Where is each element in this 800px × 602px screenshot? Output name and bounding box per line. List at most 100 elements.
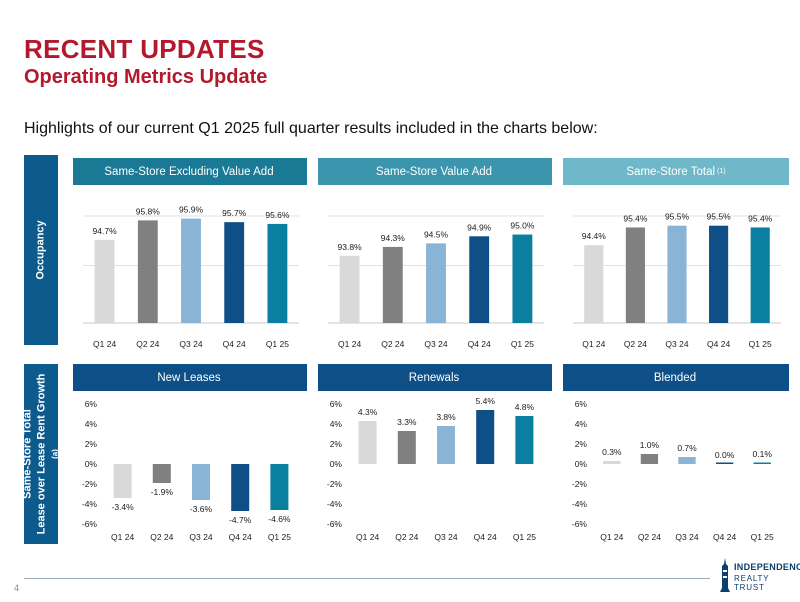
data-label: -3.6% (190, 504, 213, 514)
new-leases-chart: 6% 4% 2% 0% -2% -4% -6% -3.4% Q1 24 -1.9% Q2 24 -3.… (82, 399, 291, 542)
data-label: 0.1% (753, 449, 773, 459)
data-label: 4.3% (358, 407, 378, 417)
data-label: 95.5% (665, 212, 690, 222)
occupancy-label: Occupancy (35, 220, 47, 280)
y-tick-label: 4% (575, 419, 588, 429)
chart-panel-1: Same-Store Excluding Value Add 94.7% Q1 2… (73, 158, 307, 353)
data-label: 95.4% (623, 213, 648, 223)
page-title: RECENT UPDATES (24, 34, 265, 64)
data-label: 3.3% (397, 417, 417, 427)
data-label: -4.7% (229, 515, 252, 525)
x-tick-label: Q3 24 (665, 339, 688, 349)
data-label: -1.9% (151, 487, 174, 497)
rent-growth-label-line1: Same-Store Total (21, 409, 33, 499)
bar (515, 416, 534, 464)
renewals-chart: 6% 4% 2% 0% -2% -4% -6% 4.3% Q1 24 3.3% Q2 24 3.8% Q… (327, 396, 536, 542)
chart-title: Same-Store Excluding Value Add (104, 165, 274, 178)
y-tick-label: -6% (572, 519, 588, 529)
rent-growth-label-line2: Lease over Lease Rent Growth (35, 373, 47, 535)
y-tick-label: 2% (575, 439, 588, 449)
x-tick-label: Q4 24 (468, 339, 491, 349)
logo-text-line2: REALTY TRUST (734, 574, 770, 592)
data-label: 94.3% (381, 233, 406, 243)
data-label: 3.8% (436, 412, 456, 422)
bar (191, 464, 211, 500)
bar (224, 222, 245, 323)
chart-title: Same-Store Value Add (375, 165, 493, 178)
bar (709, 225, 729, 323)
data-label: 93.8% (338, 242, 363, 252)
data-label: 4.8% (515, 402, 535, 412)
bar (94, 239, 115, 323)
y-tick-label: 4% (330, 419, 343, 429)
y-tick-label: -4% (327, 499, 343, 509)
chart-panel-4: New Leases 6% 4% 2% 0% -2% -4% -6% -3.4% Q1 24 -1… (73, 364, 307, 546)
x-tick-label: Q3 24 (179, 339, 202, 349)
x-tick-label: Q4 24 (713, 532, 736, 542)
chart-header: Same-Store Total (1) (563, 158, 789, 185)
x-tick-label: Q1 24 (338, 339, 361, 349)
x-tick-label: Q1 25 (511, 339, 534, 349)
bar (267, 223, 288, 323)
bar (231, 464, 250, 511)
y-tick-label: -4% (82, 499, 98, 509)
bar (625, 227, 645, 323)
chart-header: Same-Store Excluding Value Add (73, 158, 307, 185)
bar (397, 431, 416, 464)
x-tick-label: Q1 24 (582, 339, 605, 349)
chart-panel-3: Same-Store Total (1) 94.4% Q1 24 95.4% Q2 2… (563, 158, 789, 353)
y-tick-label: -2% (572, 479, 588, 489)
x-tick-label: Q3 24 (434, 532, 457, 542)
x-tick-label: Q1 24 (111, 532, 134, 542)
bar (753, 462, 771, 464)
x-tick-label: Q1 24 (600, 532, 623, 542)
x-tick-label: Q2 24 (150, 532, 173, 542)
data-label: 0.7% (677, 443, 697, 453)
chart-header: Blended (563, 364, 789, 391)
y-tick-label: 6% (575, 399, 588, 409)
chart-header: New Leases (73, 364, 307, 391)
occupancy-total-chart: 94.4% Q1 24 95.4% Q2 24 95.5% Q3 24 95.5% Q4 24… (573, 212, 781, 349)
data-label: -3.4% (111, 502, 134, 512)
x-tick-label: Q4 24 (229, 532, 252, 542)
data-label: 0.0% (715, 450, 735, 460)
chart-title-note: (1) (717, 168, 726, 175)
data-label: 5.4% (476, 396, 496, 406)
data-label: 95.9% (179, 205, 204, 215)
chart-panel-6: Blended 6% 4% 2% 0% -2% -4% -6% 0.3% Q1 24 1.0% Q2… (563, 364, 789, 546)
chart-title: Same-Store Total (626, 165, 716, 178)
x-tick-label: Q2 24 (638, 532, 661, 542)
x-tick-label: Q2 24 (624, 339, 647, 349)
bar (382, 246, 403, 323)
rent-growth-label-note: (a) (50, 449, 59, 459)
bar (181, 218, 201, 323)
bar (603, 461, 621, 464)
data-label: 95.4% (748, 213, 773, 223)
highlights-text: Highlights of our current Q1 2025 full q… (24, 120, 598, 137)
bar (436, 426, 456, 464)
bar (358, 421, 377, 464)
x-tick-label: Q4 24 (707, 339, 730, 349)
y-tick-label: 4% (85, 419, 98, 429)
company-logo: INDEPENDENCE REALTY TRUST (718, 556, 800, 596)
chart-header: Renewals (318, 364, 552, 391)
y-tick-label: 0% (330, 459, 343, 469)
bar (270, 464, 289, 510)
x-tick-label: Q2 24 (395, 532, 418, 542)
x-tick-label: Q3 24 (189, 532, 212, 542)
data-label: 95.5% (707, 212, 732, 222)
y-tick-label: 0% (575, 459, 588, 469)
blended-chart: 6% 4% 2% 0% -2% -4% -6% 0.3% Q1 24 1.0% Q2 24 0.7% Q… (572, 399, 774, 542)
x-tick-label: Q2 24 (381, 339, 404, 349)
bar (667, 225, 687, 323)
data-label: 95.7% (222, 208, 247, 218)
data-label: 95.6% (265, 210, 290, 220)
bar (426, 243, 446, 323)
x-tick-label: Q1 25 (513, 532, 536, 542)
x-tick-label: Q3 24 (675, 532, 698, 542)
rent-growth-side-label: Same-Store Total Lease over Lease Rent G… (21, 364, 59, 544)
logo-tower-icon (720, 558, 730, 592)
x-tick-label: Q4 24 (223, 339, 246, 349)
bar (469, 236, 490, 323)
y-tick-label: -4% (572, 499, 588, 509)
